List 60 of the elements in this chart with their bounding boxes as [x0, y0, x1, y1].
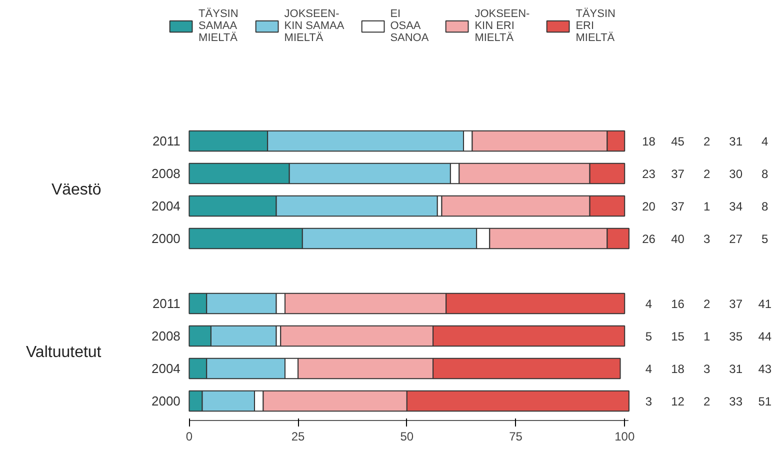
y-tick-label: 2008 [151, 328, 180, 344]
data-label: 51 [758, 394, 772, 408]
data-label: 8 [762, 167, 769, 181]
data-label: 33 [729, 394, 743, 408]
data-label: 20 [642, 200, 656, 214]
legend-label: TÄYSIN SAMAA MIELTÄ [198, 8, 238, 44]
data-label: 30 [729, 167, 743, 181]
y-tick-label: 2011 [152, 296, 180, 311]
data-label: 8 [762, 200, 769, 214]
x-tick-label: 50 [400, 430, 414, 444]
x-tick-label: 100 [614, 430, 635, 444]
data-label: 26 [642, 232, 656, 246]
data-label: 2 [703, 134, 710, 148]
text: Väestö [51, 181, 102, 198]
data-label: 18 [671, 362, 685, 376]
y-tick-label: 2004 [151, 361, 180, 376]
data-label: 37 [671, 200, 685, 214]
legend-label: TÄYSIN ERI MIELTÄ [576, 8, 616, 44]
data-label: 16 [671, 297, 685, 311]
data-label: 4 [645, 362, 652, 376]
data-label: 27 [729, 232, 743, 246]
data-label: 31 [729, 362, 743, 376]
data-label: 31 [729, 134, 743, 148]
x-tick-label: 0 [186, 430, 193, 444]
data-label: 37 [671, 167, 685, 181]
data-label: 34 [729, 200, 743, 214]
y-tick-label: 2000 [151, 394, 180, 408]
x-tick-label: 25 [291, 430, 306, 444]
data-label: 18 [642, 134, 656, 148]
data-label: 4 [645, 297, 652, 311]
text: Valtuutetut [26, 344, 102, 361]
data-label: 45 [671, 134, 685, 148]
data-label: 37 [729, 297, 743, 311]
y-tick-label: 2008 [151, 166, 180, 181]
legend-label: JOKSEEN- KIN ERI MIELTÄ [474, 8, 530, 44]
data-label: 3 [703, 232, 710, 246]
data-label: 40 [671, 232, 685, 246]
data-label: 3 [703, 362, 710, 376]
data-label: 35 [729, 330, 743, 344]
data-label: 5 [645, 330, 652, 344]
x-tick-label: 75 [509, 430, 523, 444]
data-label: 3 [645, 394, 652, 408]
y-tick-label: 2011 [152, 134, 180, 148]
data-label: 2 [703, 394, 710, 408]
legend-label: JOKSEEN- KIN SAMAA MIELTÄ [284, 8, 344, 44]
y-tick-label: 2000 [151, 231, 180, 246]
data-label: 1 [703, 330, 710, 344]
data-label: 2 [703, 297, 710, 311]
data-label: 23 [642, 167, 656, 181]
legend-label: EI OSAA SANOA [390, 8, 429, 44]
data-label: 4 [762, 134, 769, 148]
data-label: 12 [671, 394, 685, 408]
data-label: 5 [762, 232, 769, 246]
data-label: 41 [758, 297, 772, 311]
data-label: 2 [703, 167, 710, 181]
y-tick-label: 2004 [151, 198, 180, 214]
data-label: 15 [671, 330, 685, 344]
data-label: 43 [758, 362, 772, 376]
data-label: 1 [703, 200, 710, 214]
data-label: 44 [758, 330, 772, 344]
